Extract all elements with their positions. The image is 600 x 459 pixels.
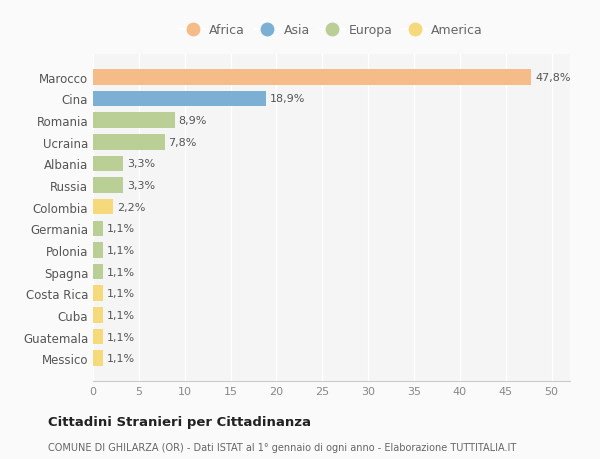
Bar [93,70,532,85]
Text: 1,1%: 1,1% [107,224,135,234]
Text: 1,1%: 1,1% [107,289,135,299]
Bar [93,308,103,323]
Text: 3,3%: 3,3% [127,159,155,169]
Bar [93,286,103,302]
Text: 1,1%: 1,1% [107,353,135,364]
Bar [93,221,103,236]
Text: 7,8%: 7,8% [168,137,197,147]
Text: 18,9%: 18,9% [270,94,305,104]
Text: 3,3%: 3,3% [127,181,155,190]
Text: COMUNE DI GHILARZA (OR) - Dati ISTAT al 1° gennaio di ogni anno - Elaborazione T: COMUNE DI GHILARZA (OR) - Dati ISTAT al … [48,442,516,452]
Bar [93,91,266,107]
Bar [93,329,103,345]
Text: 1,1%: 1,1% [107,310,135,320]
Text: 1,1%: 1,1% [107,267,135,277]
Bar [93,243,103,258]
Bar [93,178,123,193]
Bar [93,156,123,172]
Text: 47,8%: 47,8% [535,73,571,83]
Legend: Africa, Asia, Europa, America: Africa, Asia, Europa, America [175,19,488,42]
Text: 1,1%: 1,1% [107,246,135,255]
Bar [93,200,113,215]
Text: Cittadini Stranieri per Cittadinanza: Cittadini Stranieri per Cittadinanza [48,415,311,428]
Bar [93,351,103,366]
Text: 2,2%: 2,2% [117,202,145,212]
Text: 8,9%: 8,9% [178,116,206,126]
Bar [93,134,164,150]
Bar [93,264,103,280]
Text: 1,1%: 1,1% [107,332,135,342]
Bar [93,113,175,129]
